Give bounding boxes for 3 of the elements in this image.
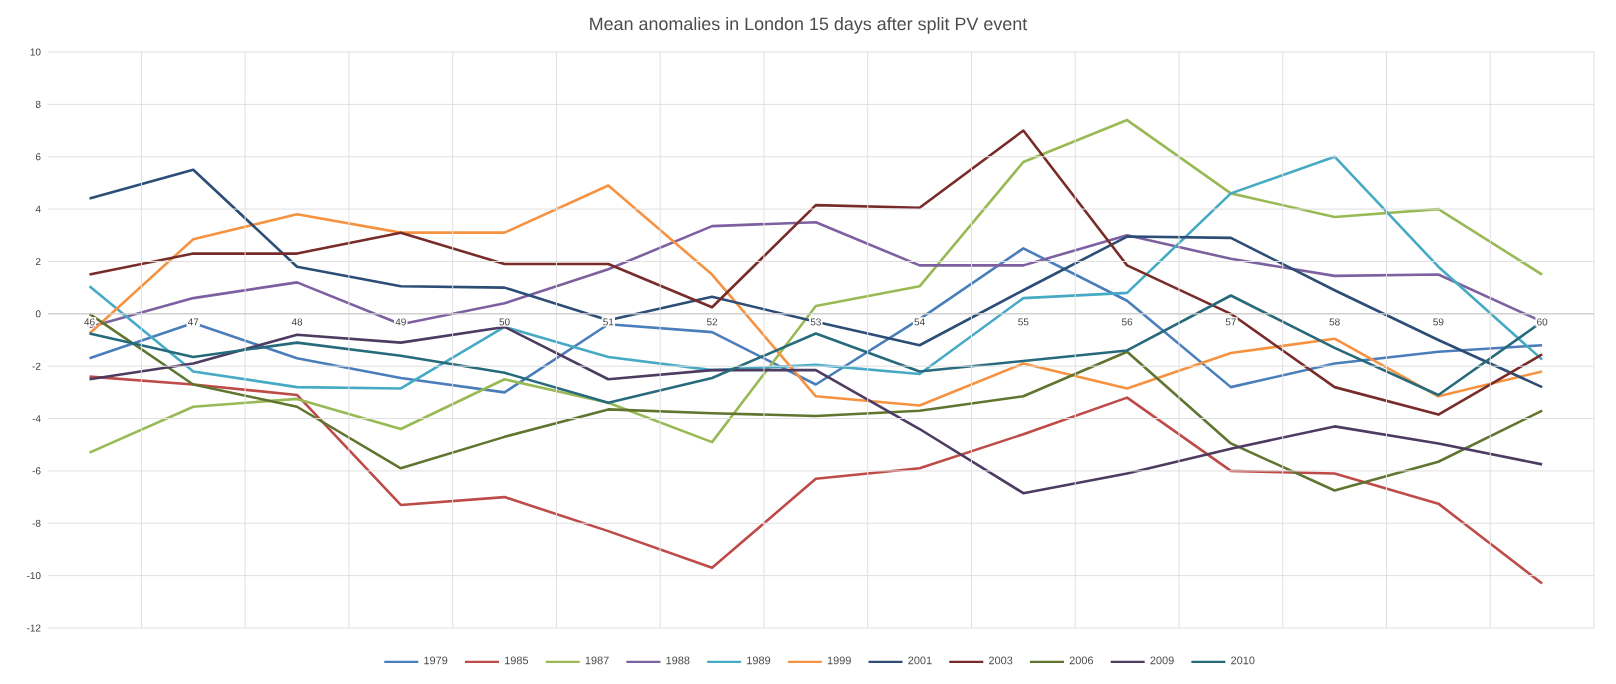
line-series xyxy=(88,247,1544,394)
line-series xyxy=(88,375,1544,585)
chart-title: Mean anomalies in London 15 days after split PV event xyxy=(590,17,1028,34)
